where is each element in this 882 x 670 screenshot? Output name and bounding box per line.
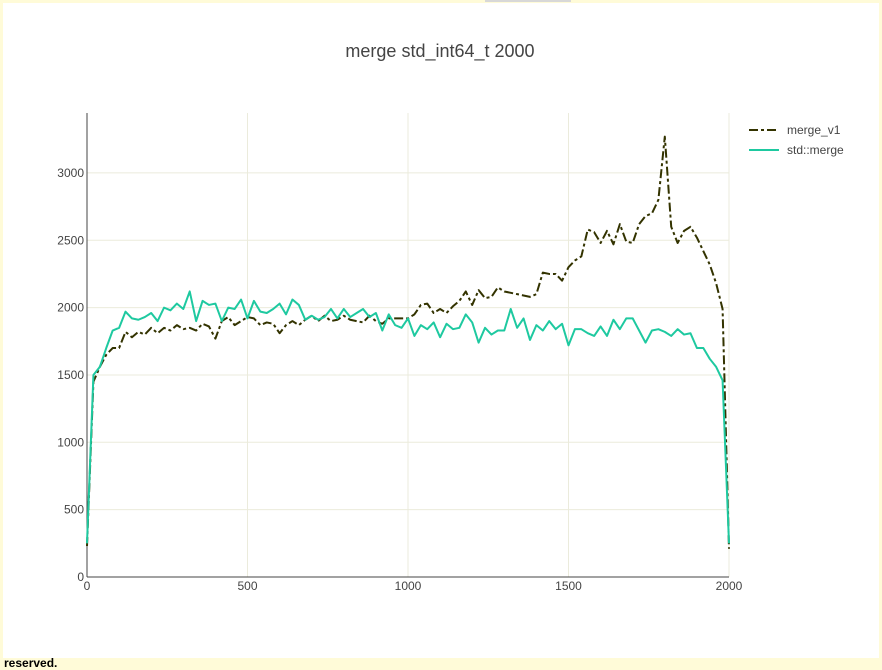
line-series (86, 290, 730, 544)
footer-text: reserved. (4, 656, 58, 670)
y-tick-label: 1000 (57, 435, 84, 449)
legend-label: std::merge (787, 143, 844, 157)
x-tick-label: 1000 (395, 579, 422, 593)
chart-title: merge std_int64_t 2000 (345, 41, 534, 62)
scrollbar (485, 0, 571, 2)
x-tick-label: 0 (84, 579, 91, 593)
y-tick-label: 1500 (57, 368, 84, 382)
y-tick-label: 500 (64, 503, 84, 517)
legend-label: merge_v1 (787, 123, 841, 137)
x-tick-label: 500 (237, 579, 257, 593)
y-tick-label: 3000 (57, 166, 84, 180)
y-tick-label: 2000 (57, 301, 84, 315)
x-tick-label: 2000 (716, 579, 743, 593)
x-tick-label: 1500 (555, 579, 582, 593)
y-tick-label: 2500 (57, 233, 84, 247)
y-tick-label: 0 (77, 570, 84, 584)
